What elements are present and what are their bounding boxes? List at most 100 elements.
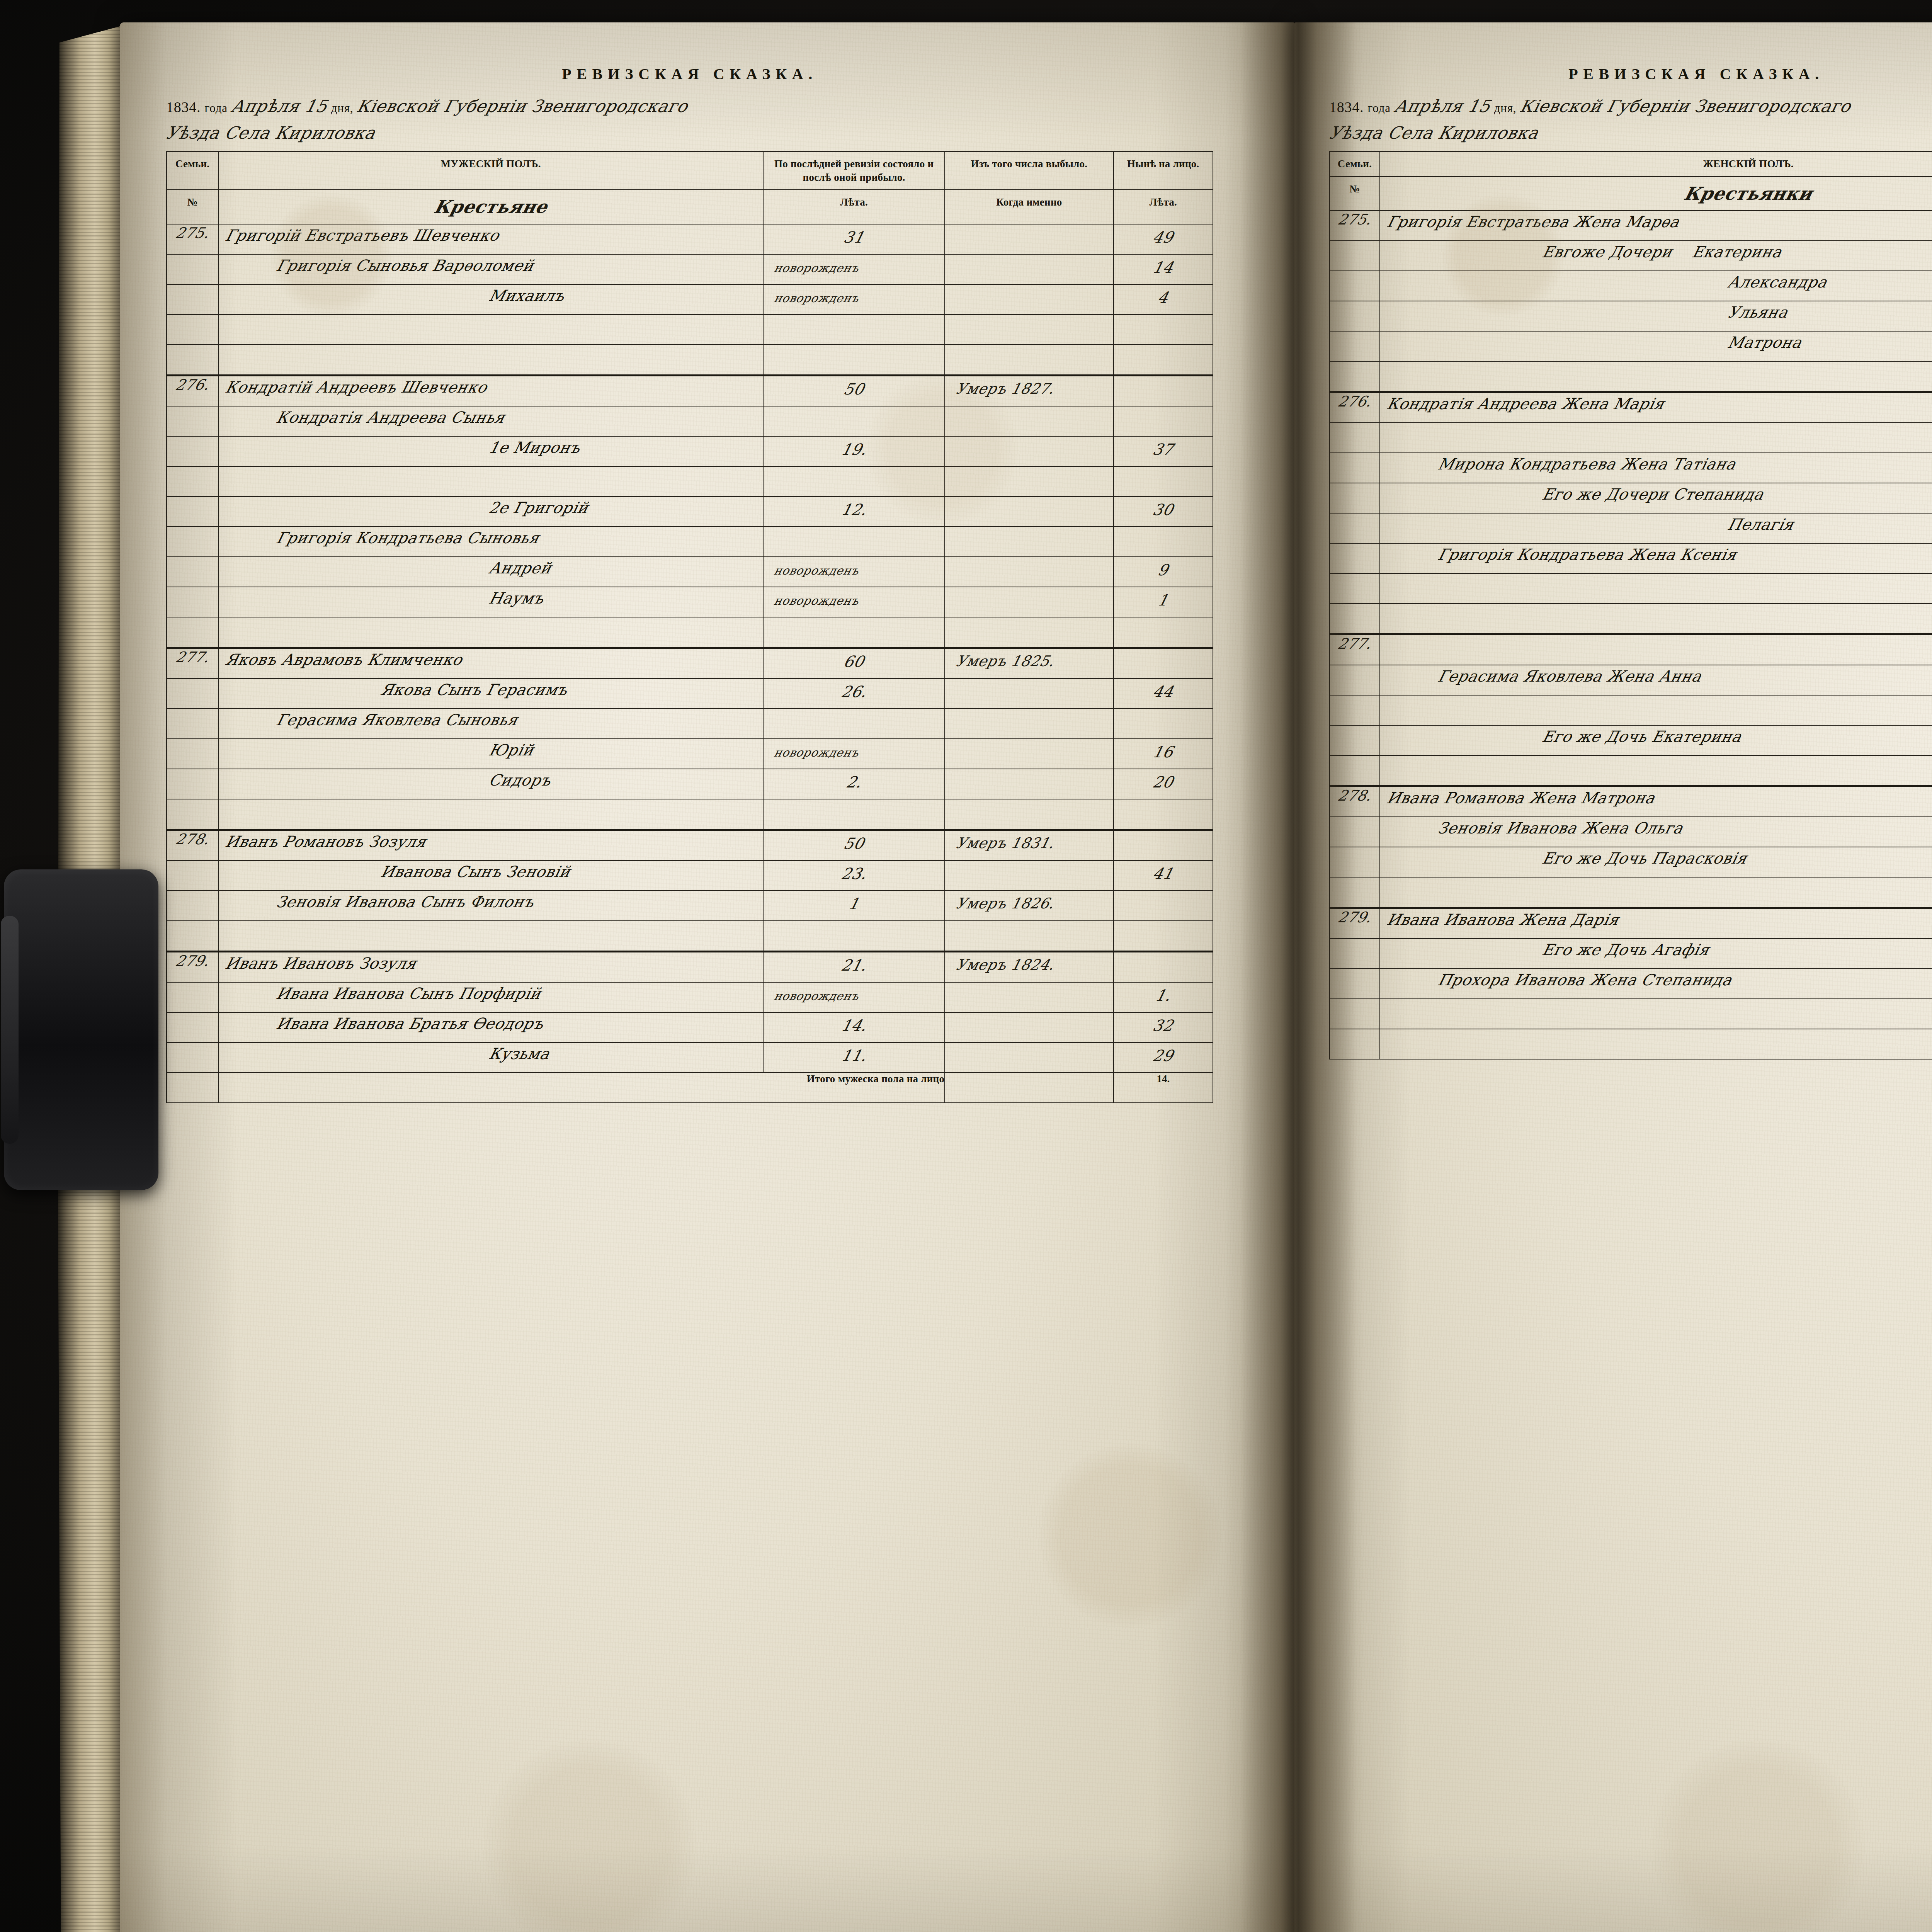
cell-family-number bbox=[1330, 695, 1380, 725]
person-name: Матрона bbox=[1726, 335, 1803, 350]
cell-family-number bbox=[167, 466, 218, 497]
left-page: РЕВИЗСКАЯ СКАЗКА. 1834. года Апрѣля 15 д… bbox=[120, 22, 1294, 1932]
cell-previous-age: 19. bbox=[763, 436, 945, 466]
table-row: Матрона11 bbox=[1330, 331, 1932, 361]
cell-departure-date: Умеръ 1824. bbox=[945, 951, 1113, 982]
previous-revision-age: новорожденъ bbox=[773, 291, 861, 305]
cell-current-age bbox=[1114, 406, 1213, 436]
departure-note: Умеръ 1826. bbox=[954, 895, 1056, 912]
cell-person-name: Мирона Кондратьева Жена Татіана bbox=[1380, 453, 1932, 483]
right-total-spacer bbox=[1330, 1029, 1380, 1059]
cell-family-number: 275. bbox=[1330, 211, 1380, 241]
table-row bbox=[1330, 361, 1932, 392]
cell-person-name: Ульяна bbox=[1380, 301, 1932, 331]
table-row: Григорія Кондратьева Жена Ксенія27 bbox=[1330, 543, 1932, 573]
table-row bbox=[1330, 423, 1932, 453]
cell-family-number bbox=[167, 769, 218, 799]
subheader-peasants: Крестьяне bbox=[218, 190, 763, 224]
cell-departure-date bbox=[945, 527, 1113, 557]
cell-departure-date bbox=[945, 497, 1113, 527]
table-row: Ульяна16 bbox=[1330, 301, 1932, 331]
cell-family-number bbox=[167, 1012, 218, 1043]
cell-family-number bbox=[167, 679, 218, 709]
person-name: 2е Григорій bbox=[488, 500, 590, 515]
cell-previous-age bbox=[763, 617, 945, 648]
person-name: Иванова Сынъ Зеновій bbox=[379, 864, 572, 879]
person-name: Ульяна bbox=[1726, 304, 1789, 320]
current-age: 4 bbox=[1156, 289, 1170, 306]
cell-departure-date: Умеръ 1826. bbox=[945, 891, 1113, 921]
cell-family-number bbox=[1330, 423, 1380, 453]
family-number: 276. bbox=[174, 376, 211, 393]
cell-person-name: Его же Дочь Екатерина bbox=[1380, 725, 1932, 755]
cell-previous-age: новорожденъ bbox=[763, 587, 945, 617]
cell-current-age bbox=[1114, 375, 1213, 406]
left-preamble-place-line2: Уѣзда Села Кириловка bbox=[164, 123, 378, 143]
cell-family-number bbox=[1330, 271, 1380, 301]
departure-note: Умеръ 1827. bbox=[954, 380, 1056, 397]
cell-family-number: 276. bbox=[1330, 392, 1380, 423]
person-name: Герасима Яковлева Сыновья bbox=[275, 712, 520, 728]
cell-family-number bbox=[167, 254, 218, 284]
previous-revision-age: 60 bbox=[842, 653, 866, 670]
cell-family-number bbox=[1330, 755, 1380, 786]
left-page-title: РЕВИЗСКАЯ СКАЗКА. bbox=[166, 65, 1213, 83]
cell-person-name: Его же Дочери Степанида bbox=[1380, 483, 1932, 513]
cell-person-name: Якова Сынъ Герасимъ bbox=[218, 679, 763, 709]
left-preamble-line2: Уѣзда Села Кириловка bbox=[166, 123, 1213, 143]
cell-current-age bbox=[1114, 527, 1213, 557]
table-row: Зеновія Иванова Сынъ Филонъ1Умеръ 1826. bbox=[167, 891, 1213, 921]
subheader-years-now: Лѣта. bbox=[1114, 190, 1213, 224]
previous-revision-age: 2. bbox=[844, 773, 864, 791]
person-name: Григорія Сыновья Варѳоломей bbox=[275, 258, 536, 273]
cell-previous-age: 50 bbox=[763, 830, 945, 861]
cell-departure-date: Умеръ 1825. bbox=[945, 648, 1113, 679]
table-row bbox=[167, 921, 1213, 952]
right-total-label: Итого женска пола на лицо bbox=[1380, 1029, 1932, 1059]
person-name: Григорія Кондратьева Жена Ксенія bbox=[1436, 547, 1738, 562]
right-preamble-line1: 1834. года Апрѣля 15 дня, Кіевской Губер… bbox=[1329, 96, 1932, 116]
cell-departure-date bbox=[945, 799, 1113, 830]
departure-note: Умеръ 1831. bbox=[954, 835, 1056, 852]
person-name: Зеновія Иванова Сынъ Филонъ bbox=[275, 894, 536, 910]
person-name: Его же Дочь Агафія bbox=[1541, 942, 1711, 957]
table-row: 276.Кондратія Андреева Жена Марія64 bbox=[1330, 392, 1932, 423]
cell-family-number bbox=[1330, 725, 1380, 755]
cell-departure-date bbox=[945, 861, 1113, 891]
cell-family-number bbox=[167, 861, 218, 891]
right-page: 347 РЕВИЗСКАЯ СКАЗКА. 1834. года Апрѣля … bbox=[1294, 22, 1932, 1932]
person-name-secondary: Екатерина bbox=[1670, 244, 1784, 260]
table-row: 1е Миронъ19.37 bbox=[167, 436, 1213, 466]
subheader-number-right: № bbox=[1330, 177, 1380, 211]
cell-previous-age: 26. bbox=[763, 679, 945, 709]
cell-current-age bbox=[1114, 921, 1213, 952]
previous-revision-age: 14. bbox=[839, 1017, 869, 1034]
current-age: 32 bbox=[1151, 1017, 1175, 1034]
cell-current-age: 9 bbox=[1114, 557, 1213, 587]
person-name: Ивана Иванова Сынъ Порфирій bbox=[275, 986, 543, 1001]
cell-person-name: Ивана Иванова Братья Ѳеодоръ bbox=[218, 1012, 763, 1043]
cell-person-name bbox=[1380, 877, 1932, 908]
cell-family-number bbox=[1330, 969, 1380, 999]
header-family-right: Семьи. bbox=[1330, 151, 1380, 177]
cell-current-age: 41 bbox=[1114, 861, 1213, 891]
table-row: 278.Иванъ Романовъ Зозуля50Умеръ 1831. bbox=[167, 830, 1213, 861]
cell-family-number bbox=[1330, 513, 1380, 543]
cell-person-name bbox=[1380, 695, 1932, 725]
previous-revision-age: новорожденъ bbox=[773, 594, 861, 607]
previous-revision-age: 12. bbox=[839, 501, 869, 519]
cell-previous-age bbox=[763, 315, 945, 345]
table-row bbox=[167, 345, 1213, 376]
previous-revision-age: новорожденъ bbox=[773, 746, 861, 759]
person-name: Григорія Кондратьева Сыновья bbox=[275, 530, 541, 546]
header-male-sex: МУЖЕСКІЙ ПОЛЪ. bbox=[218, 151, 763, 190]
cell-family-number bbox=[167, 982, 218, 1012]
current-age: 30 bbox=[1151, 501, 1175, 519]
cell-current-age: 14 bbox=[1114, 254, 1213, 284]
cell-person-name bbox=[218, 799, 763, 830]
cell-person-name: Ивана Иванова Жена Дарія bbox=[1380, 908, 1932, 939]
person-name: Евгоже Дочери bbox=[1541, 244, 1674, 260]
person-name: Ивана Иванова Братья Ѳеодоръ bbox=[275, 1016, 546, 1031]
table-row: Ивана Иванова Братья Ѳеодоръ 14. 32 bbox=[167, 1012, 1213, 1043]
person-name: Якова Сынъ Герасимъ bbox=[379, 682, 570, 697]
